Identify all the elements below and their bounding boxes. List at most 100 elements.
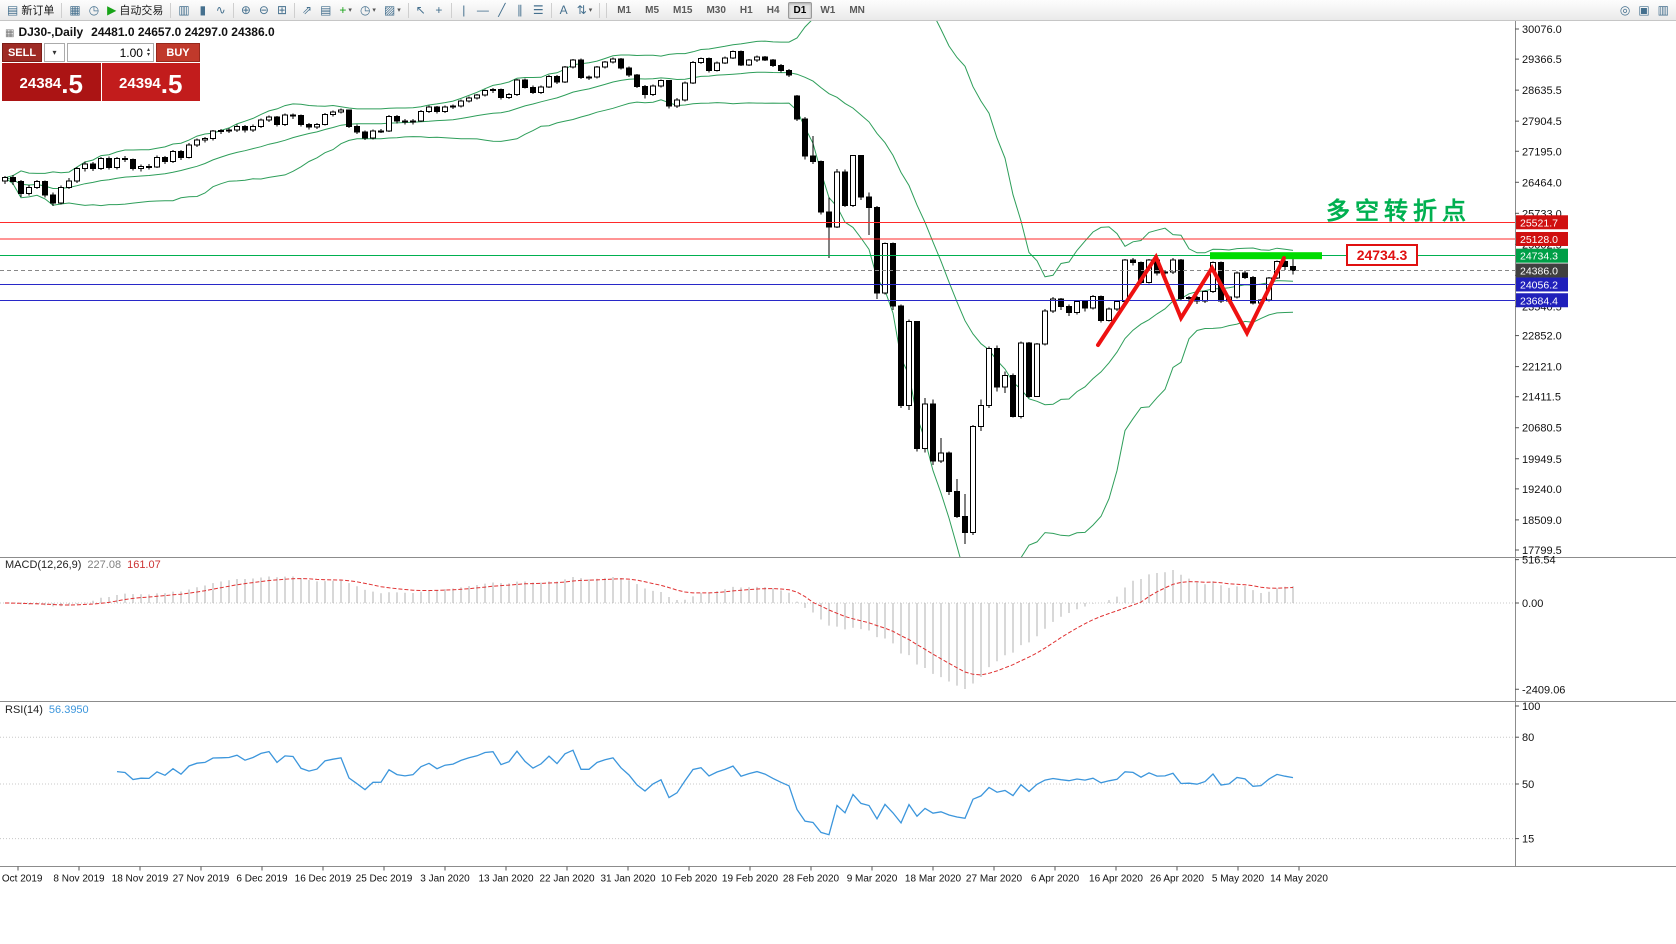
indicator-list-icon[interactable]: ▤ — [316, 2, 335, 19]
arrows-icon-glyph: ⇅ — [576, 3, 587, 17]
buy-price-main: 24394 — [119, 75, 161, 92]
svg-text:27 Mar 2020: 27 Mar 2020 — [966, 874, 1023, 885]
zoom-out-icon[interactable]: ⊖ — [255, 2, 273, 19]
cursor-icon[interactable]: ↖ — [412, 2, 430, 19]
crosshair-icon[interactable]: + — [430, 2, 448, 19]
autotrade-button-label: 自动交易 — [119, 5, 164, 17]
svg-text:50: 50 — [1522, 779, 1534, 791]
timeframe-d1[interactable]: D1 — [787, 1, 813, 19]
svg-text:14 May 2020: 14 May 2020 — [1270, 874, 1328, 885]
chevron-down-icon: ▾ — [348, 7, 352, 14]
rsi-indicator — [0, 736, 1515, 840]
templates-icon[interactable]: ▨ ▾ — [380, 2, 405, 19]
tile-windows-icon[interactable]: ⊞ — [273, 2, 291, 19]
panel-toggle-icon[interactable]: ▥ — [1657, 3, 1669, 17]
add-indicator-icon[interactable]: + ▾ — [335, 2, 356, 19]
periods-icon[interactable]: ◷ ▾ — [356, 2, 380, 19]
candlesticks — [2, 50, 1296, 545]
templates-icon-glyph: ▨ — [383, 3, 396, 17]
chart-window-icon[interactable]: ▦ — [65, 2, 84, 19]
arrows-icon[interactable]: ⇅ ▾ — [573, 2, 597, 19]
timeframe-h4[interactable]: H4 — [766, 4, 780, 16]
price-badge — [1516, 215, 1568, 230]
panel-separators — [0, 21, 1676, 867]
trend-zigzag-annotation[interactable] — [1096, 252, 1286, 347]
zoom-in-icon[interactable]: ⊕ — [237, 2, 255, 19]
lot-stepper[interactable]: ▴ ▾ — [146, 46, 150, 58]
spin-down-icon[interactable]: ▾ — [146, 51, 150, 58]
time-axis: 1 Oct 2019 8 Nov 2019 18 Nov 2019 27 Nov 20… — [0, 866, 1328, 885]
text-label-icon[interactable]: A — [555, 2, 573, 19]
svg-text:19 Feb 2020: 19 Feb 2020 — [722, 874, 779, 885]
ohlc-values: 24481.0 24657.0 24297.0 24386.0 — [91, 25, 275, 39]
macd-value: 227.08 — [87, 559, 122, 571]
price-badge — [1516, 293, 1568, 308]
channel-icon[interactable]: ∥ — [511, 2, 529, 19]
rsi-value: 56.3950 — [48, 704, 89, 716]
trendline-icon[interactable]: ╱ — [493, 2, 511, 19]
svg-text:516.54: 516.54 — [1522, 555, 1556, 567]
timeframe-mn[interactable]: MN — [849, 4, 865, 16]
chart-window-icon-glyph: ▦ — [69, 3, 81, 17]
line-chart-icon-glyph: ∿ — [215, 3, 226, 17]
spin-up-icon[interactable]: ▴ — [146, 46, 150, 53]
svg-text:27 Nov 2019: 27 Nov 2019 — [173, 874, 230, 885]
cursor-icon-glyph: ↖ — [415, 3, 426, 17]
channel-icon-glyph: ∥ — [516, 3, 523, 17]
new-window-icon[interactable]: ▣ — [1638, 3, 1650, 17]
indicator-list-icon-glyph: ▤ — [320, 3, 332, 17]
indicators-icon[interactable]: ⇗ — [298, 2, 316, 19]
buy-button[interactable]: BUY — [156, 43, 200, 62]
history-center-icon[interactable]: ◷ — [85, 2, 103, 19]
main-toolbar: ▤ 新订单 ▦ ◷ ▶ 自动交易 ▥ ▮ ∿ ⊕ ⊖ ⊞ ⇗ ▤ + ▾ ◷ ▾ ▨ ▾ ↖ + | — ╱ ∥ ☰ A ⇅ ▾ M1 M5 M… — [0, 0, 1676, 21]
toolbar-separator — [606, 2, 608, 18]
chart-icon: ▦ — [5, 28, 15, 39]
price-axis: 30076.0 29366.5 28635.5 27904.5 27195.0 26464… — [1515, 24, 1568, 846]
rsi-name: RSI(14) — [5, 704, 43, 716]
add-indicator-icon-glyph: + — [339, 3, 347, 17]
lot-size-input[interactable]: 1.00 ▴ ▾ — [67, 43, 154, 62]
svg-text:22121.0: 22121.0 — [1522, 362, 1562, 374]
zoom-in-icon-glyph: ⊕ — [240, 3, 251, 17]
svg-text:100: 100 — [1522, 701, 1540, 713]
toolbar-separator — [550, 2, 552, 18]
turning-point-annotation: 多空转折点 — [1326, 198, 1471, 225]
timeframe-w1[interactable]: W1 — [820, 4, 836, 16]
svg-text:16 Apr 2020: 16 Apr 2020 — [1089, 874, 1143, 885]
history-center-icon-glyph: ◷ — [88, 3, 100, 17]
buy-price-display[interactable]: 24394.5 — [101, 63, 200, 101]
timeframe-m1[interactable]: M1 — [617, 4, 632, 16]
timeframe-m30[interactable]: M30 — [706, 4, 726, 16]
macd-indicator-label: MACD(12,26,9) 227.08 161.07 — [5, 559, 161, 571]
fibonacci-icon[interactable]: ☰ — [529, 2, 548, 19]
svg-text:30076.0: 30076.0 — [1522, 24, 1562, 36]
timeframe-m5[interactable]: M5 — [645, 4, 660, 16]
svg-text:24386.0: 24386.0 — [1520, 265, 1558, 277]
horizontal-line-icon[interactable]: — — [473, 2, 493, 19]
vertical-line-icon[interactable]: | — [455, 2, 473, 19]
macd-name: MACD(12,26,9) — [5, 559, 82, 571]
chart-canvas[interactable]: 30076.0 29366.5 28635.5 27904.5 27195.0 26464… — [0, 21, 1676, 944]
search-icon[interactable]: ◎ — [1619, 3, 1631, 17]
new-order-button[interactable]: ▤ 新订单 — [3, 2, 58, 19]
price-badge — [1516, 231, 1568, 246]
toolbar-separator — [61, 2, 63, 18]
svg-text:18 Mar 2020: 18 Mar 2020 — [905, 874, 962, 885]
timeframe-m15[interactable]: M15 — [673, 4, 693, 16]
svg-text:25128.0: 25128.0 — [1520, 234, 1558, 246]
toolbar-separator — [450, 2, 452, 18]
sell-button[interactable]: SELL — [2, 43, 42, 62]
sell-price-display[interactable]: 24384.5 — [2, 63, 101, 101]
candlestick-icon[interactable]: ▮ — [194, 2, 212, 19]
svg-text:3 Jan 2020: 3 Jan 2020 — [420, 874, 470, 885]
resistance-highlight-bar[interactable] — [1210, 252, 1322, 260]
bar-chart-icon[interactable]: ▥ — [174, 2, 193, 19]
order-type-dropdown[interactable]: ▾ — [44, 43, 65, 62]
rsi-indicator-label: RSI(14) 56.3950 — [5, 704, 89, 716]
line-chart-icon[interactable]: ∿ — [212, 2, 230, 19]
autotrade-button[interactable]: ▶ 自动交易 — [103, 2, 167, 19]
svg-text:20680.5: 20680.5 — [1522, 423, 1562, 435]
svg-text:15: 15 — [1522, 834, 1534, 846]
timeframe-h1[interactable]: H1 — [739, 4, 753, 16]
price-tag-label[interactable]: 24734.3 — [1346, 244, 1418, 266]
